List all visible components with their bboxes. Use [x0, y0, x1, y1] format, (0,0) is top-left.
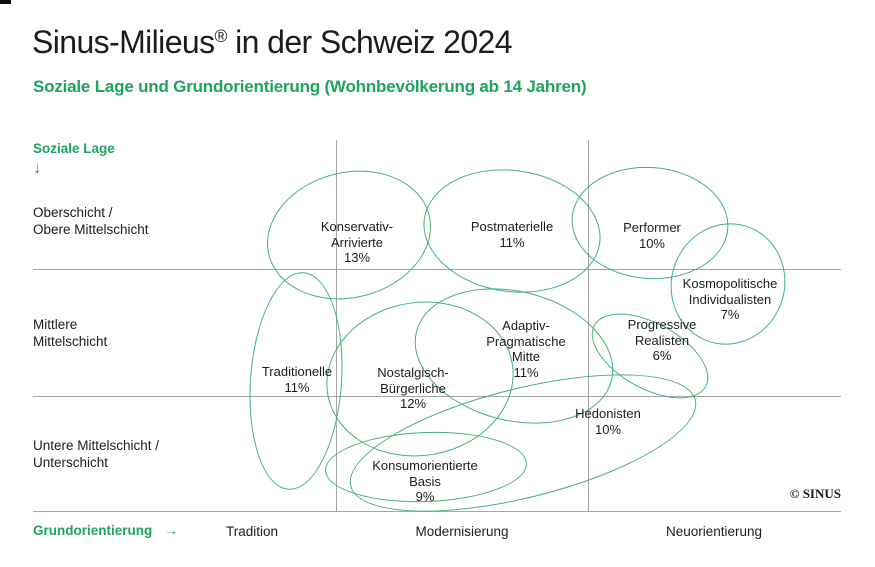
page-title-suffix: in der Schweiz 2024 [226, 24, 512, 60]
y-axis-category-oberschicht: Oberschicht / Obere Mittelschicht [33, 205, 149, 237]
arrow-down-icon: ↓ [33, 158, 42, 177]
milieu-label-traditionelle: Traditionelle 11% [262, 364, 332, 395]
grid-vline-modernisierung-neuorientierung [588, 140, 589, 511]
milieu-name: Kosmopolitische Individualisten [682, 276, 778, 307]
y-axis-category-untere-mittelschicht: Untere Mittelschicht / Unterschicht [33, 438, 160, 470]
milieu-label-progressive-realisten: Progressive Realisten 6% [628, 317, 697, 364]
milieu-label-performer: Performer 10% [623, 220, 681, 251]
page-subtitle: Soziale Lage und Grundorientierung (Wohn… [33, 77, 587, 96]
grid-vline-tradition-modernisierung [336, 140, 337, 511]
milieu-label-nostalgisch-buergerliche: Nostalgisch- Bürgerliche 12% [377, 365, 449, 412]
x-axis-category-tradition: Tradition [225, 524, 279, 539]
window-corner-artifact [0, 0, 11, 4]
milieu-percent: 9% [415, 489, 435, 504]
milieu-label-postmaterielle: Postmaterielle 11% [471, 219, 553, 250]
milieu-label-konsumorientierte-basis: Konsumorientierte Basis 9% [372, 458, 478, 505]
grid-hline-upper [33, 269, 841, 270]
milieu-percent: 11% [284, 379, 310, 395]
x-axis-category-modernisierung: Modernisierung [415, 524, 509, 539]
milieu-name: Traditionelle [261, 364, 333, 379]
grid-hline-bottom [33, 511, 841, 512]
milieu-label-adaptiv-pragmatische-mitte: Adaptiv- Pragmatische Mitte 11% [486, 318, 565, 380]
milieu-name: Performer [623, 220, 681, 235]
milieu-name: Adaptiv- Pragmatische Mitte [486, 318, 566, 364]
milieu-name: Progressive Realisten [627, 317, 697, 348]
arrow-right-icon: → [164, 523, 178, 538]
x-axis-title: Grundorientierung → [33, 523, 178, 538]
x-axis-title-text: Grundorientierung [33, 523, 153, 538]
milieu-percent: 10% [594, 421, 622, 437]
page-title-main: Sinus-Milieus [32, 24, 215, 60]
copyright-sinus: © SINUS [789, 486, 841, 501]
milieu-label-konservativ-arrivierte: Konservativ- Arrivierte 13% [321, 219, 393, 266]
milieu-percent: 11% [499, 234, 525, 250]
registered-trademark-icon: ® [214, 26, 227, 47]
milieu-name: Konservativ- Arrivierte [320, 219, 394, 250]
grid-hline-middle [33, 396, 841, 397]
milieu-name: Nostalgisch- Bürgerliche [377, 365, 449, 396]
milieu-percent: 13% [343, 250, 371, 265]
milieu-label-kosmopolitische-individualisten: Kosmopolitische Individualisten 7% [683, 276, 778, 323]
milieu-percent: 12% [399, 396, 427, 411]
milieu-percent: 11% [513, 364, 539, 380]
milieu-percent: 10% [638, 235, 666, 251]
milieu-name: Konsumorientierte Basis [372, 458, 478, 489]
y-axis-title: Soziale Lage [33, 141, 115, 156]
y-axis-category-mittlere-mittelschicht: Mittlere Mittelschicht [33, 317, 108, 349]
milieu-percent: 7% [720, 307, 740, 322]
page-title: Sinus-Milieus® in der Schweiz 2024 [32, 24, 513, 61]
x-axis-category-neuorientierung: Neuorientierung [665, 524, 763, 539]
milieu-name: Hedonisten [575, 406, 641, 421]
milieu-label-hedonisten: Hedonisten 10% [575, 406, 641, 437]
milieu-name: Postmaterielle [470, 219, 554, 234]
milieu-percent: 6% [652, 348, 672, 363]
